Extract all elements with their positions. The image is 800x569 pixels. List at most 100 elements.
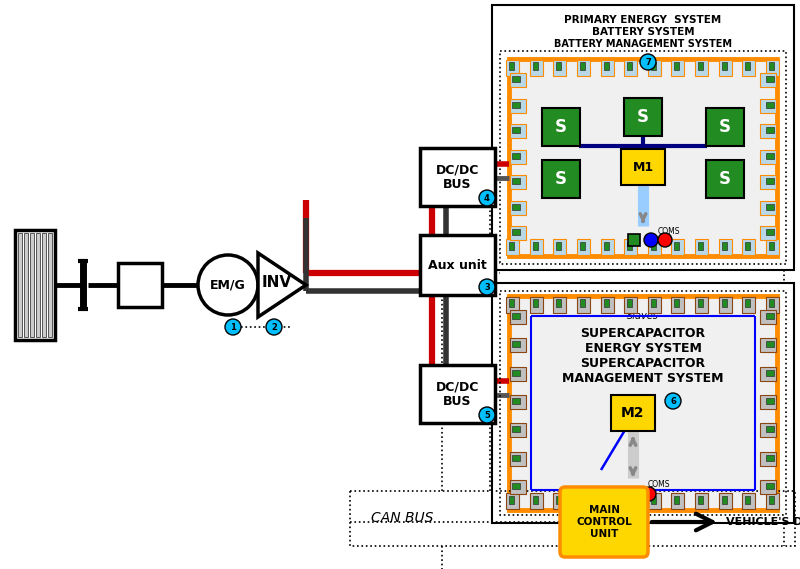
- Bar: [722, 299, 726, 307]
- Bar: [533, 242, 538, 250]
- Text: INV: INV: [261, 274, 291, 290]
- Text: 6: 6: [670, 397, 676, 406]
- Bar: [601, 60, 614, 76]
- Bar: [530, 239, 542, 255]
- Bar: [48, 233, 52, 337]
- Bar: [510, 150, 526, 163]
- Bar: [706, 108, 744, 146]
- Bar: [674, 496, 679, 504]
- Bar: [577, 493, 590, 509]
- Bar: [695, 297, 708, 313]
- Bar: [698, 62, 703, 70]
- Text: DC/DC
BUS: DC/DC BUS: [436, 163, 479, 191]
- Text: S: S: [719, 170, 731, 188]
- Bar: [674, 62, 679, 70]
- Bar: [15, 230, 55, 340]
- Bar: [580, 62, 585, 70]
- Bar: [512, 341, 520, 347]
- Bar: [603, 496, 609, 504]
- Bar: [760, 366, 776, 381]
- Bar: [718, 493, 732, 509]
- Bar: [746, 62, 750, 70]
- Bar: [695, 239, 708, 255]
- Text: COMS: COMS: [658, 226, 681, 236]
- Bar: [577, 239, 590, 255]
- Bar: [601, 239, 614, 255]
- Circle shape: [628, 487, 642, 501]
- Bar: [556, 299, 562, 307]
- Bar: [530, 297, 542, 313]
- Bar: [769, 62, 774, 70]
- Bar: [500, 51, 786, 264]
- Bar: [624, 239, 637, 255]
- Text: BATTERY SYSTEM: BATTERY SYSTEM: [592, 27, 694, 37]
- Bar: [718, 297, 732, 313]
- Bar: [648, 60, 661, 76]
- Bar: [510, 339, 526, 352]
- Bar: [533, 62, 538, 70]
- Bar: [760, 452, 776, 465]
- Bar: [742, 60, 755, 76]
- Bar: [420, 148, 495, 206]
- Bar: [624, 98, 662, 136]
- Bar: [769, 242, 774, 250]
- Bar: [509, 296, 777, 510]
- Bar: [627, 299, 632, 307]
- Text: MANAGEMENT SYSTEM: MANAGEMENT SYSTEM: [562, 372, 724, 385]
- Bar: [533, 299, 538, 307]
- Bar: [510, 124, 526, 138]
- Text: SUPERCAPACITOR: SUPERCAPACITOR: [581, 357, 706, 369]
- Circle shape: [640, 54, 656, 70]
- Bar: [627, 242, 632, 250]
- Bar: [580, 496, 585, 504]
- Bar: [766, 76, 774, 82]
- Bar: [506, 60, 519, 76]
- Circle shape: [642, 487, 656, 501]
- Bar: [624, 493, 637, 509]
- Bar: [554, 60, 566, 76]
- Bar: [512, 229, 520, 235]
- Bar: [698, 496, 703, 504]
- Bar: [760, 226, 776, 240]
- Bar: [554, 493, 566, 509]
- Bar: [512, 178, 520, 184]
- Circle shape: [644, 233, 658, 247]
- Bar: [742, 297, 755, 313]
- Bar: [350, 491, 795, 546]
- Bar: [603, 299, 609, 307]
- Bar: [760, 98, 776, 113]
- Bar: [512, 313, 520, 319]
- Bar: [648, 297, 661, 313]
- Bar: [766, 101, 774, 108]
- Text: DC/DC
BUS: DC/DC BUS: [436, 380, 479, 408]
- Circle shape: [479, 407, 495, 423]
- Bar: [766, 239, 779, 255]
- Bar: [577, 60, 590, 76]
- Circle shape: [658, 233, 672, 247]
- Bar: [30, 233, 34, 337]
- Bar: [510, 200, 526, 215]
- Bar: [766, 455, 774, 461]
- Bar: [556, 62, 562, 70]
- Text: COMS: COMS: [648, 480, 670, 489]
- Bar: [722, 496, 726, 504]
- Bar: [512, 204, 520, 209]
- Circle shape: [479, 279, 495, 295]
- Bar: [746, 496, 750, 504]
- Bar: [510, 175, 526, 189]
- Bar: [603, 62, 609, 70]
- Bar: [118, 263, 162, 307]
- Bar: [420, 365, 495, 423]
- Bar: [530, 60, 542, 76]
- Bar: [695, 60, 708, 76]
- Bar: [624, 297, 637, 313]
- Bar: [648, 493, 661, 509]
- Bar: [766, 229, 774, 235]
- Bar: [746, 299, 750, 307]
- Bar: [760, 73, 776, 87]
- Bar: [580, 299, 585, 307]
- Bar: [651, 62, 656, 70]
- Text: S: S: [555, 170, 567, 188]
- Bar: [766, 297, 779, 313]
- Text: Slaves: Slaves: [627, 311, 659, 321]
